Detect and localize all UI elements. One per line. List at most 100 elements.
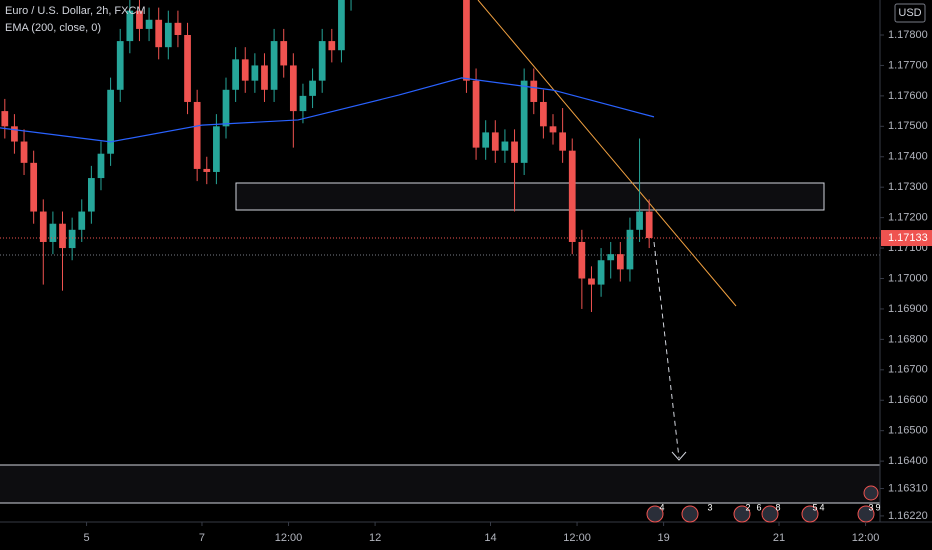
chart-title: Euro / U.S. Dollar, 2h, FXCM [5,5,146,17]
x-tick-label: 12:00 [563,532,591,544]
candle-body [597,260,605,285]
candle-body [530,80,538,102]
candle-body [68,229,76,249]
candle-body [289,65,297,112]
candle-body [11,126,18,142]
candle-body [49,223,57,242]
event-count: 4 [819,502,824,512]
candle-body [213,126,220,172]
candle-body [280,41,288,66]
x-tick-label: 12:00 [275,532,303,544]
y-tick-label: 1.17800 [888,29,928,41]
event-count: 9 [875,502,880,512]
candle-body [616,254,624,270]
y-tick-label: 1.16900 [888,303,928,315]
event-count: 3 [707,502,712,512]
x-tick-label: 14 [484,532,496,544]
events: 4 3 2 6 8 5 4 3 9 [646,485,881,523]
candle-body [184,35,191,102]
candle-body [472,80,480,148]
y-tick-label: 1.17000 [888,272,928,284]
candle-body [88,178,95,212]
candle-body [491,132,499,151]
trend-line [477,0,737,307]
y-tick-label: 1.16310 [888,482,928,494]
candle-body [338,0,345,51]
zone-rect [235,182,825,211]
event-count: 8 [775,502,780,512]
last-price-box [881,230,932,247]
candle-body [193,101,201,169]
candle-body [20,141,28,163]
ema-line [0,77,655,143]
candle-body [318,41,326,81]
y-tick-label: 1.16800 [888,333,928,345]
y-tick-label: 1.16220 [888,510,928,522]
x-tick-label: 12 [369,532,381,544]
candle-body [578,241,586,279]
y-tick-label: 1.16400 [888,455,928,467]
candle-body [559,132,566,151]
candle-body [232,59,239,90]
candle-body [270,41,278,90]
event-count: 3 [868,502,873,512]
y-tick-label: 1.16500 [888,425,928,437]
y-tick-label: 1.16600 [888,394,928,406]
candle-body [261,65,268,90]
candle-body [645,211,653,239]
candle-body [30,162,38,212]
candle-body [328,41,336,51]
candle-body [588,278,595,285]
candle-body [241,59,249,81]
candle-body [59,223,66,249]
event-count: 5 [812,502,817,512]
event-count: 6 [756,502,761,512]
indicator-label: EMA (200, close, 0) [5,22,101,34]
y-tick-label: 1.17200 [888,212,928,224]
event-icon[interactable] [733,505,751,523]
candle-body [299,95,307,112]
event-count: 4 [659,502,664,512]
event-icon[interactable] [863,485,879,501]
event-icon[interactable] [646,505,664,523]
last-price-label: 1.17133 [888,232,928,244]
x-tick-label: 21 [773,532,785,544]
candle-body [39,211,47,242]
y-tick-label: 1.17600 [888,90,928,102]
candle-body [463,0,470,81]
arrow-head [671,451,687,461]
candle-body [626,229,634,270]
target-zone [0,464,880,504]
candle-body [97,153,105,179]
candle-body [540,101,547,127]
candle-body [251,65,259,81]
candle-body [107,89,114,154]
candle-body [78,211,86,230]
y-tick-label: 1.16700 [888,364,928,376]
candle-body [520,80,528,163]
candle-body [482,132,490,148]
x-tick-label: 19 [657,532,669,544]
currency-label[interactable]: USD [898,7,921,19]
candle-body [136,10,143,29]
candle-body [145,19,153,29]
candle-body [203,168,211,172]
event-count: 2 [745,502,750,512]
candle-body [549,126,557,133]
currency-badge[interactable] [894,3,926,23]
y-tick-label: 1.17700 [888,59,928,71]
event-icon[interactable] [801,505,819,523]
candle-body [155,19,163,48]
event-icon[interactable] [681,505,699,523]
candle-body [607,254,615,261]
candle-body [511,141,518,163]
candle-body [222,89,230,127]
y-tick-label: 1.17400 [888,151,928,163]
candle-body [126,10,134,42]
candle-body [568,150,576,242]
event-icon[interactable] [761,505,779,523]
candle-body [1,111,9,127]
x-tick-label: 12:00 [852,532,880,544]
candle-body [174,22,182,36]
